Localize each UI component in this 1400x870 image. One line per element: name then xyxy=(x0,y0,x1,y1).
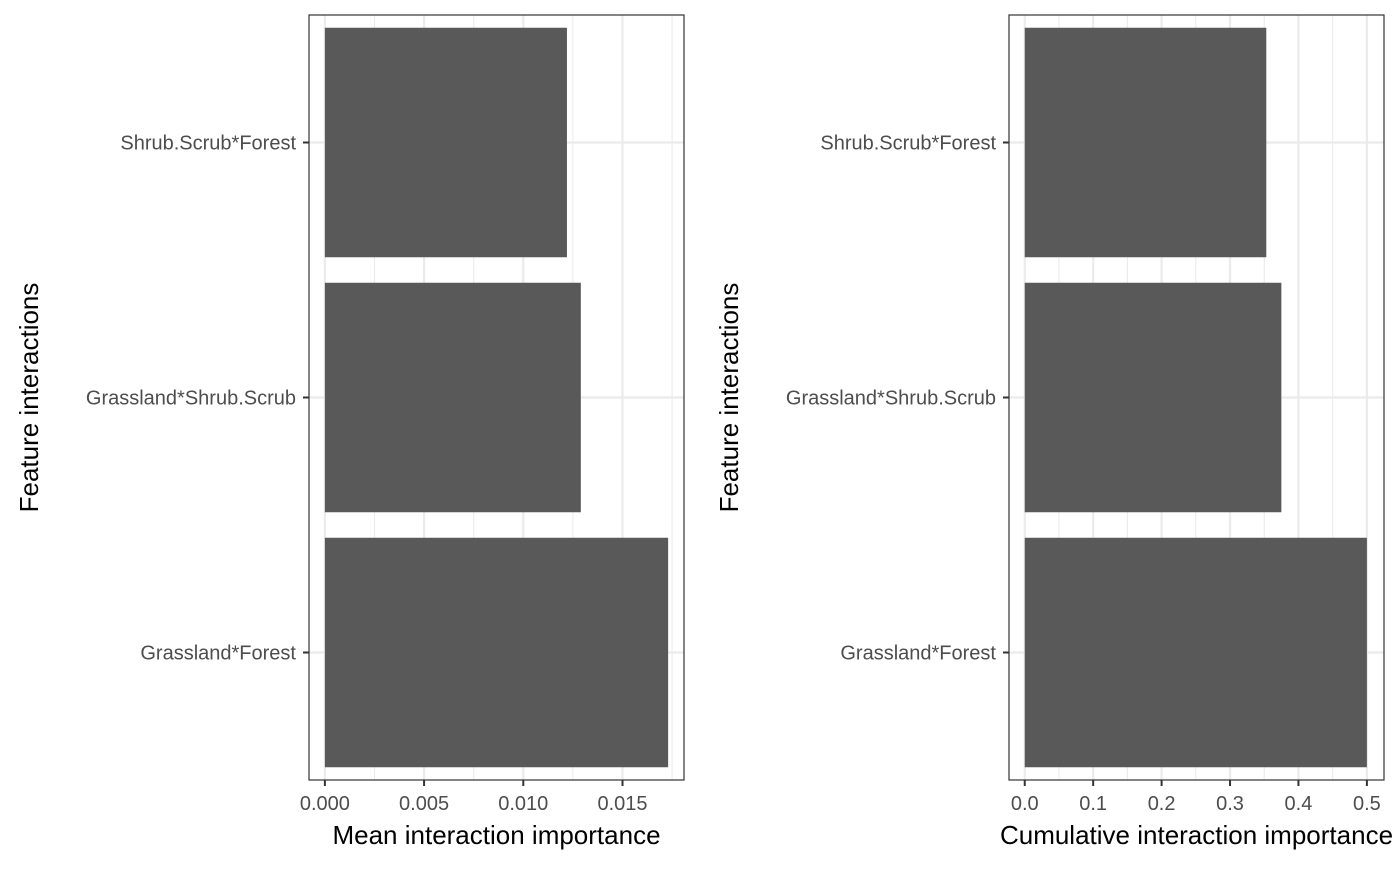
y-tick-label: Grassland*Forest xyxy=(140,643,296,665)
x-tick-label: 0.3 xyxy=(1216,793,1244,815)
x-tick-label: 0.010 xyxy=(498,793,548,815)
x-tick-label: 0.0 xyxy=(1011,793,1039,815)
y-tick-label: Grassland*Shrub.Scrub xyxy=(786,388,996,410)
bar-grassland-forest xyxy=(324,537,669,768)
y-axis-title: Feature interactions xyxy=(714,283,744,513)
x-axis-title: Cumulative interaction importance xyxy=(1000,820,1393,850)
y-tick-label: Shrub.Scrub*Forest xyxy=(120,133,296,155)
bar-grassland-forest xyxy=(1024,537,1367,768)
x-tick-label: 0.005 xyxy=(399,793,449,815)
bar-shrub-scrub-forest xyxy=(324,27,567,258)
x-tick-label: 0.4 xyxy=(1285,793,1313,815)
x-tick-label: 0.000 xyxy=(300,793,350,815)
y-tick-label: Grassland*Shrub.Scrub xyxy=(86,388,296,410)
bar-grassland-shrub-scrub xyxy=(1024,282,1282,513)
bar-grassland-shrub-scrub xyxy=(324,282,581,513)
y-axis-title: Feature interactions xyxy=(14,283,44,513)
x-axis-title: Mean interaction importance xyxy=(332,820,660,850)
bar-shrub-scrub-forest xyxy=(1024,27,1267,258)
y-tick-label: Shrub.Scrub*Forest xyxy=(820,133,996,155)
x-tick-label: 0.2 xyxy=(1148,793,1176,815)
y-tick-label: Grassland*Forest xyxy=(840,643,996,665)
x-tick-label: 0.5 xyxy=(1353,793,1381,815)
x-tick-label: 0.015 xyxy=(597,793,647,815)
x-tick-label: 0.1 xyxy=(1079,793,1107,815)
